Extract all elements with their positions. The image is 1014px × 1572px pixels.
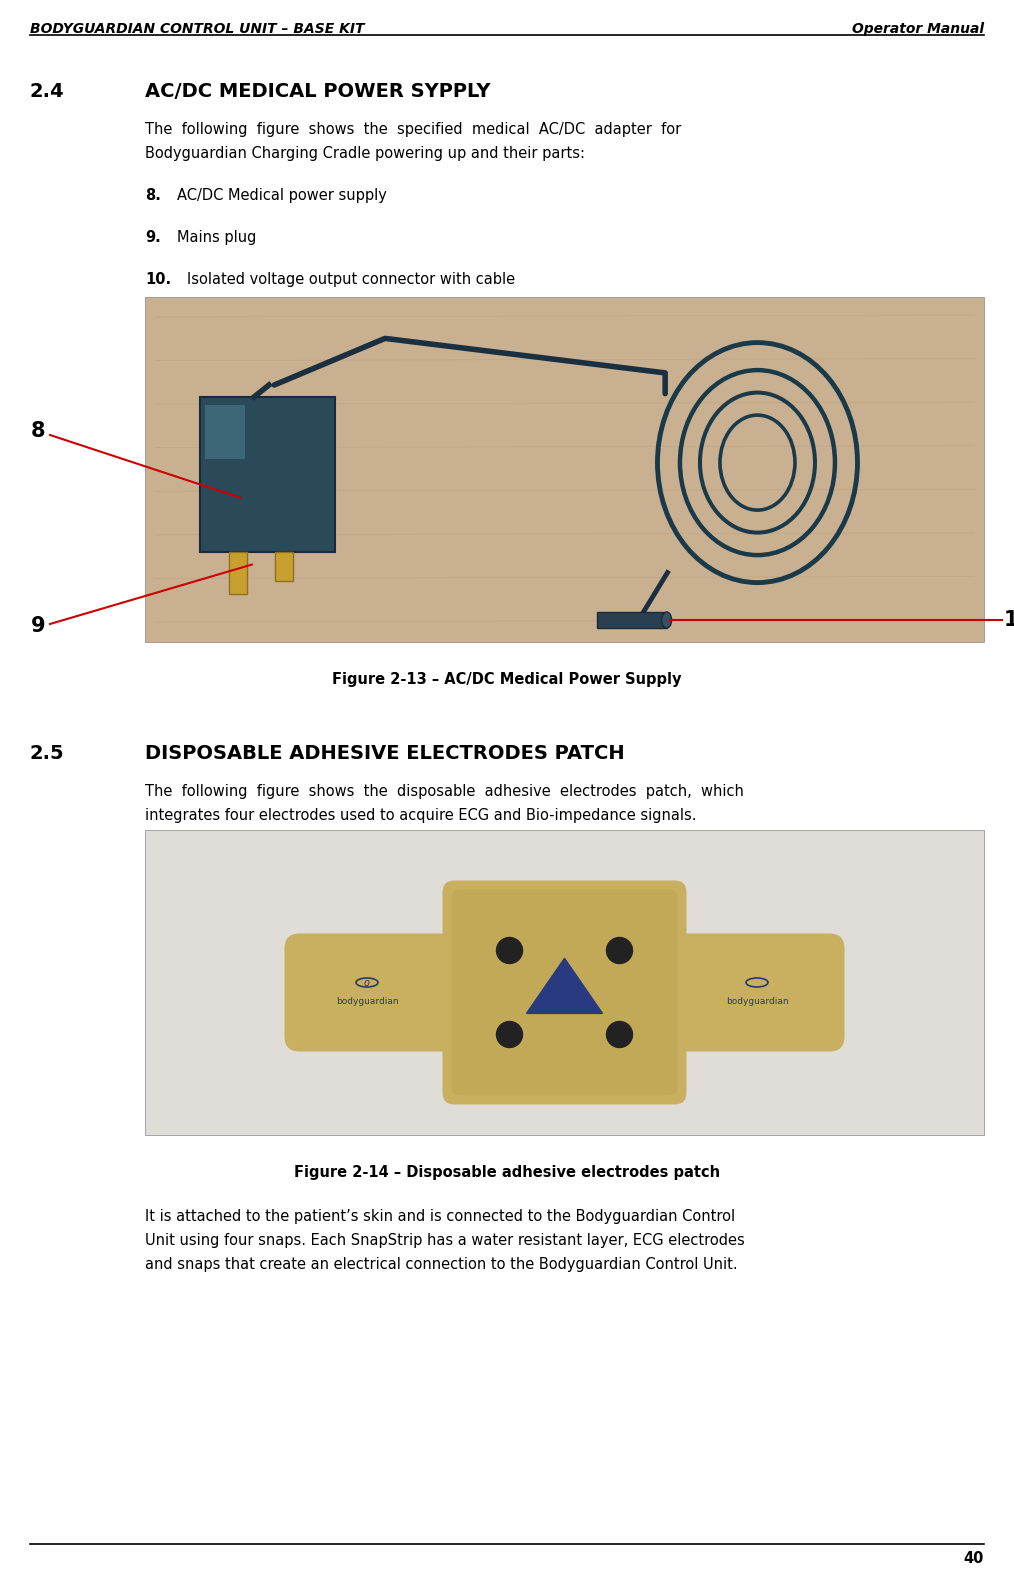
Text: AC/DC Medical power supply: AC/DC Medical power supply [177,189,387,203]
Text: Operator Manual: Operator Manual [852,22,984,36]
Text: The  following  figure  shows  the  specified  medical  AC/DC  adapter  for: The following figure shows the specified… [145,123,681,137]
Text: Mains plug: Mains plug [177,230,257,245]
Text: Bodyguardian Charging Cradle powering up and their parts:: Bodyguardian Charging Cradle powering up… [145,146,585,160]
Text: The  following  figure  shows  the  disposable  adhesive  electrodes  patch,  wh: The following figure shows the disposabl… [145,784,744,799]
Text: 9: 9 [30,616,46,637]
Circle shape [497,1022,522,1047]
FancyBboxPatch shape [451,890,677,1096]
Text: Isolated voltage output connector with cable: Isolated voltage output connector with c… [187,272,515,288]
Bar [200,398,335,552]
Text: 8.: 8. [145,189,161,203]
Text: BODYGUARDIAN CONTROL UNIT – BASE KIT: BODYGUARDIAN CONTROL UNIT – BASE KIT [30,22,364,36]
Circle shape [606,937,633,964]
Bar [145,830,984,1135]
Text: integrates four electrodes used to acquire ECG and Bio-impedance signals.: integrates four electrodes used to acqui… [145,808,697,824]
Text: 10.: 10. [145,272,171,288]
Text: 10: 10 [1004,610,1014,630]
Circle shape [497,937,522,964]
Text: AC/DC MEDICAL POWER SYPPLY: AC/DC MEDICAL POWER SYPPLY [145,82,491,101]
Text: Unit using four snaps. Each SnapStrip has a water resistant layer, ECG electrode: Unit using four snaps. Each SnapStrip ha… [145,1232,744,1248]
FancyBboxPatch shape [442,880,686,1105]
Text: Figure 2-13 – AC/DC Medical Power Supply: Figure 2-13 – AC/DC Medical Power Supply [333,671,681,687]
Text: bodyguardian: bodyguardian [726,998,788,1006]
Ellipse shape [661,612,671,627]
Text: 8: 8 [30,421,46,442]
Bar [145,297,984,641]
Text: bodyguardian: bodyguardian [336,998,399,1006]
Text: 2.5: 2.5 [30,744,65,762]
Bar [205,404,245,459]
Circle shape [606,1022,633,1047]
Text: Figure 2-14 – Disposable adhesive electrodes patch: Figure 2-14 – Disposable adhesive electr… [294,1165,720,1181]
Polygon shape [526,959,602,1014]
Text: 9.: 9. [145,230,161,245]
Bar [229,552,246,594]
Text: and snaps that create an electrical connection to the Bodyguardian Control Unit.: and snaps that create an electrical conn… [145,1258,737,1272]
FancyBboxPatch shape [640,934,845,1052]
Text: DISPOSABLE ADHESIVE ELECTRODES PATCH: DISPOSABLE ADHESIVE ELECTRODES PATCH [145,744,625,762]
Text: o: o [364,978,370,987]
Bar [275,552,293,582]
Text: 2.4: 2.4 [30,82,65,101]
Text: 40: 40 [963,1552,984,1566]
FancyBboxPatch shape [285,934,490,1052]
Text: It is attached to the patient’s skin and is connected to the Bodyguardian Contro: It is attached to the patient’s skin and… [145,1209,735,1225]
Bar [596,612,666,627]
